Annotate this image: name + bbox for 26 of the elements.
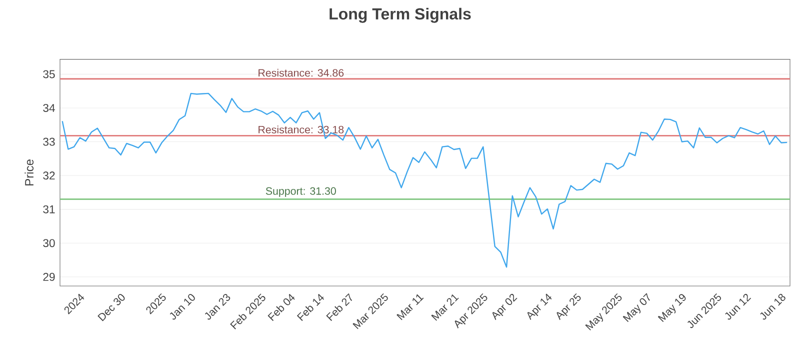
x-tick-label: Feb 27	[326, 293, 352, 321]
x-tick-label: Jun 18	[760, 294, 786, 320]
x-tick-label: Dec 30	[98, 294, 125, 322]
x-tick-label: Mar 11	[396, 294, 424, 320]
y-tick-label: 33	[43, 138, 55, 146]
x-tick-label: Feb 04	[268, 294, 295, 321]
x-tick-label: May 07	[622, 293, 650, 322]
y-tick-label: 35	[43, 70, 55, 78]
ref-line-label: Support: 31.30	[266, 187, 336, 197]
chart-title: Long Term Signals	[330, 8, 471, 23]
y-axis-title: Price	[24, 160, 34, 186]
y-tick-label: 30	[43, 239, 55, 248]
x-tick-label: Apr 25	[556, 293, 581, 320]
y-tick-label: 31	[43, 205, 55, 214]
y-tick-label: 34	[43, 104, 55, 112]
x-tick-label: Feb 14	[296, 294, 324, 321]
x-tick-label: Apr 14	[527, 294, 552, 320]
y-tick-label: 29	[43, 272, 55, 281]
x-tick-label: Apr 02	[492, 294, 518, 320]
x-tick-label: Mar 21	[431, 294, 459, 321]
x-tick-label: May 19	[658, 294, 686, 322]
x-tick-label: Jun 12	[725, 294, 752, 320]
x-tick-label: Jan 10	[170, 294, 195, 320]
ref-line-label: Resistance: 34.86	[258, 68, 344, 77]
y-tick-label: 32	[43, 172, 55, 180]
x-tick-label: Jan 23	[204, 294, 230, 320]
